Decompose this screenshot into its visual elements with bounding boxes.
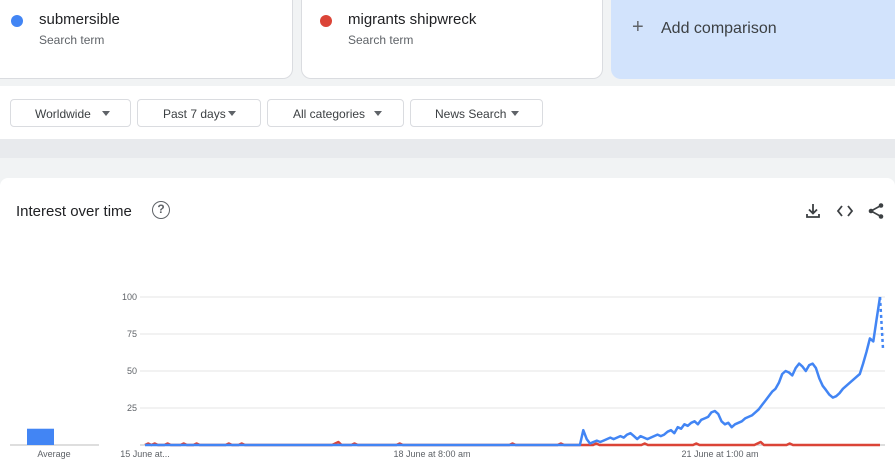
category-label: All categories (293, 107, 366, 121)
x-tick-label: 15 June at... (120, 449, 170, 459)
caret-down-icon (511, 111, 519, 116)
x-tick-label: 18 June at 8:00 am (393, 449, 470, 459)
x-tick-label: 21 June at 1:00 am (681, 449, 758, 459)
caret-down-icon (374, 111, 382, 116)
y-tick-label: 25 (127, 403, 137, 413)
partial-data-segment (878, 296, 885, 349)
term-type-label: Search term (39, 33, 105, 47)
term-name[interactable]: migrants shipwreck (348, 11, 477, 28)
filter-bar: Worldwide Past 7 days All categories New… (0, 86, 895, 139)
x-axis-ticks: 15 June at... 18 June at 8:00 am 21 June a… (120, 449, 758, 459)
caret-down-icon (102, 111, 110, 116)
share-icon[interactable] (867, 202, 885, 220)
search-type-label: News Search (435, 107, 507, 121)
download-icon[interactable] (804, 202, 822, 220)
search-type-dropdown[interactable]: News Search (410, 99, 543, 127)
add-comparison-button[interactable]: + Add comparison (611, 0, 895, 79)
category-dropdown[interactable]: All categories (267, 99, 404, 127)
chart-lines (144, 296, 885, 447)
region-dropdown-label: Worldwide (35, 107, 91, 121)
average-label: Average (37, 449, 70, 459)
series-color-dot (11, 15, 23, 27)
time-range-label: Past 7 days (163, 107, 226, 121)
term-card-submersible[interactable]: submersible Search term (0, 0, 293, 79)
section-divider (0, 139, 895, 158)
term-type-label: Search term (348, 33, 414, 47)
add-comparison-label: Add comparison (661, 20, 777, 37)
time-range-dropdown[interactable]: Past 7 days (137, 99, 261, 127)
y-tick-label: 75 (127, 329, 137, 339)
average-bar-submersible (27, 428, 54, 445)
y-tick-label: 50 (127, 366, 137, 376)
term-card-migrants-shipwreck[interactable]: migrants shipwreck Search term (301, 0, 603, 79)
y-tick-label: 100 (122, 292, 137, 302)
plus-icon: + (632, 16, 644, 38)
y-axis-ticks: 100 75 50 25 (122, 292, 137, 413)
interest-over-time-card: Interest over time ? 100 75 50 25 Average 1… (0, 178, 895, 469)
section-title: Interest over time (16, 203, 132, 220)
chart-grid (140, 296, 885, 446)
caret-down-icon (228, 111, 236, 116)
average-panel: Average (10, 428, 99, 459)
series-line-submersible (145, 296, 882, 447)
embed-icon[interactable] (836, 202, 854, 220)
term-name[interactable]: submersible (39, 11, 120, 28)
interest-chart: 100 75 50 25 Average 15 June at... 18 June a… (10, 292, 885, 459)
series-color-dot (320, 15, 332, 27)
region-dropdown[interactable]: Worldwide (10, 99, 131, 127)
help-icon[interactable]: ? (152, 201, 170, 219)
comparison-bar: submersible Search term migrants shipwre… (0, 0, 895, 86)
